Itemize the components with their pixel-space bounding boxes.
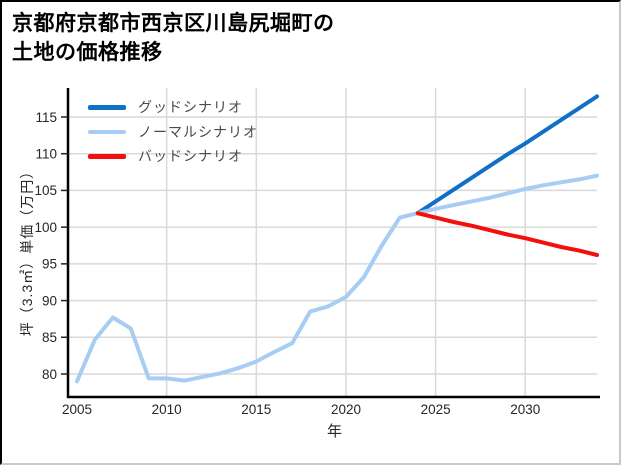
y-tick-label: 90 — [42, 293, 57, 308]
y-tick-label: 80 — [42, 367, 57, 382]
legend-item-good: グッドシナリオ — [88, 95, 258, 120]
x-tick-label: 2025 — [421, 402, 451, 417]
good-scenario-line — [415, 94, 599, 216]
legend-item-bad: バッドシナリオ — [88, 144, 258, 169]
legend-swatch-bad — [88, 154, 126, 159]
legend-swatch-normal — [88, 129, 126, 134]
normal-scenario-line — [75, 173, 599, 384]
x-tick-label: 2015 — [241, 402, 271, 417]
legend-label-good: グッドシナリオ — [138, 99, 243, 116]
x-tick-label: 2010 — [152, 402, 182, 417]
legend-label-bad: バッドシナリオ — [138, 148, 243, 165]
chart-title-line1: 京都府京都市西京区川島尻堀町の — [12, 12, 335, 35]
y-tick-label: 85 — [42, 330, 57, 345]
y-tick-label: 115 — [35, 110, 57, 125]
chart-title: 京都府京都市西京区川島尻堀町の 土地の価格推移 — [12, 10, 335, 68]
x-tick-label: 2020 — [331, 402, 361, 417]
y-tick-label: 95 — [42, 257, 57, 272]
y-tick-label: 110 — [35, 147, 57, 162]
x-tick-label: 2005 — [62, 402, 92, 417]
bad-scenario-line — [415, 211, 599, 257]
legend-swatch-good — [88, 105, 126, 110]
chart-legend: グッドシナリオ ノーマルシナリオ バッドシナリオ — [88, 95, 258, 169]
legend-label-normal: ノーマルシナリオ — [138, 123, 258, 140]
x-axis-label: 年 — [326, 423, 342, 440]
x-tick-label: 2030 — [510, 402, 540, 417]
y-axis-label: 坪（3.3㎡）単価（万円） — [19, 163, 35, 337]
chart-title-line2: 土地の価格推移 — [12, 40, 163, 64]
y-tick-label: 100 — [34, 220, 57, 235]
y-tick-label: 105 — [34, 183, 57, 198]
legend-item-normal: ノーマルシナリオ — [88, 120, 258, 145]
